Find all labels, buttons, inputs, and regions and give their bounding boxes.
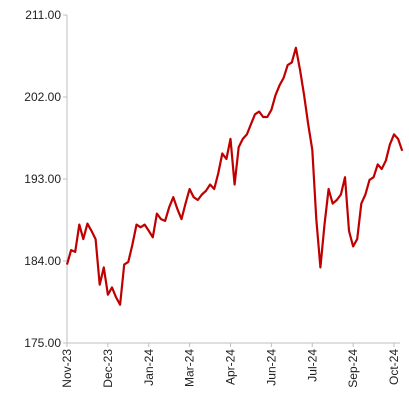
line [65, 46, 404, 306]
x-tick-label: Jul-24 [305, 349, 319, 382]
x-tick-label: Dec-23 [101, 349, 115, 388]
y-tick-label: 193.00 [24, 172, 61, 186]
x-tick-label: Jan-24 [142, 349, 156, 386]
x-tick-label: Nov-23 [60, 349, 74, 388]
x-tick-label: Sep-24 [346, 349, 360, 388]
x-tick-label: Apr-24 [224, 349, 238, 385]
y-tick-label: 184.00 [24, 254, 61, 268]
y-tick-label: 175.00 [24, 336, 61, 350]
x-tick-label: Mar-24 [183, 349, 197, 387]
y-tick-label: 211.00 [25, 8, 61, 22]
y-tick-label: 202.00 [24, 90, 61, 104]
x-tick-label: Jun-24 [264, 349, 278, 386]
x-tick-label: Oct-24 [387, 349, 401, 385]
